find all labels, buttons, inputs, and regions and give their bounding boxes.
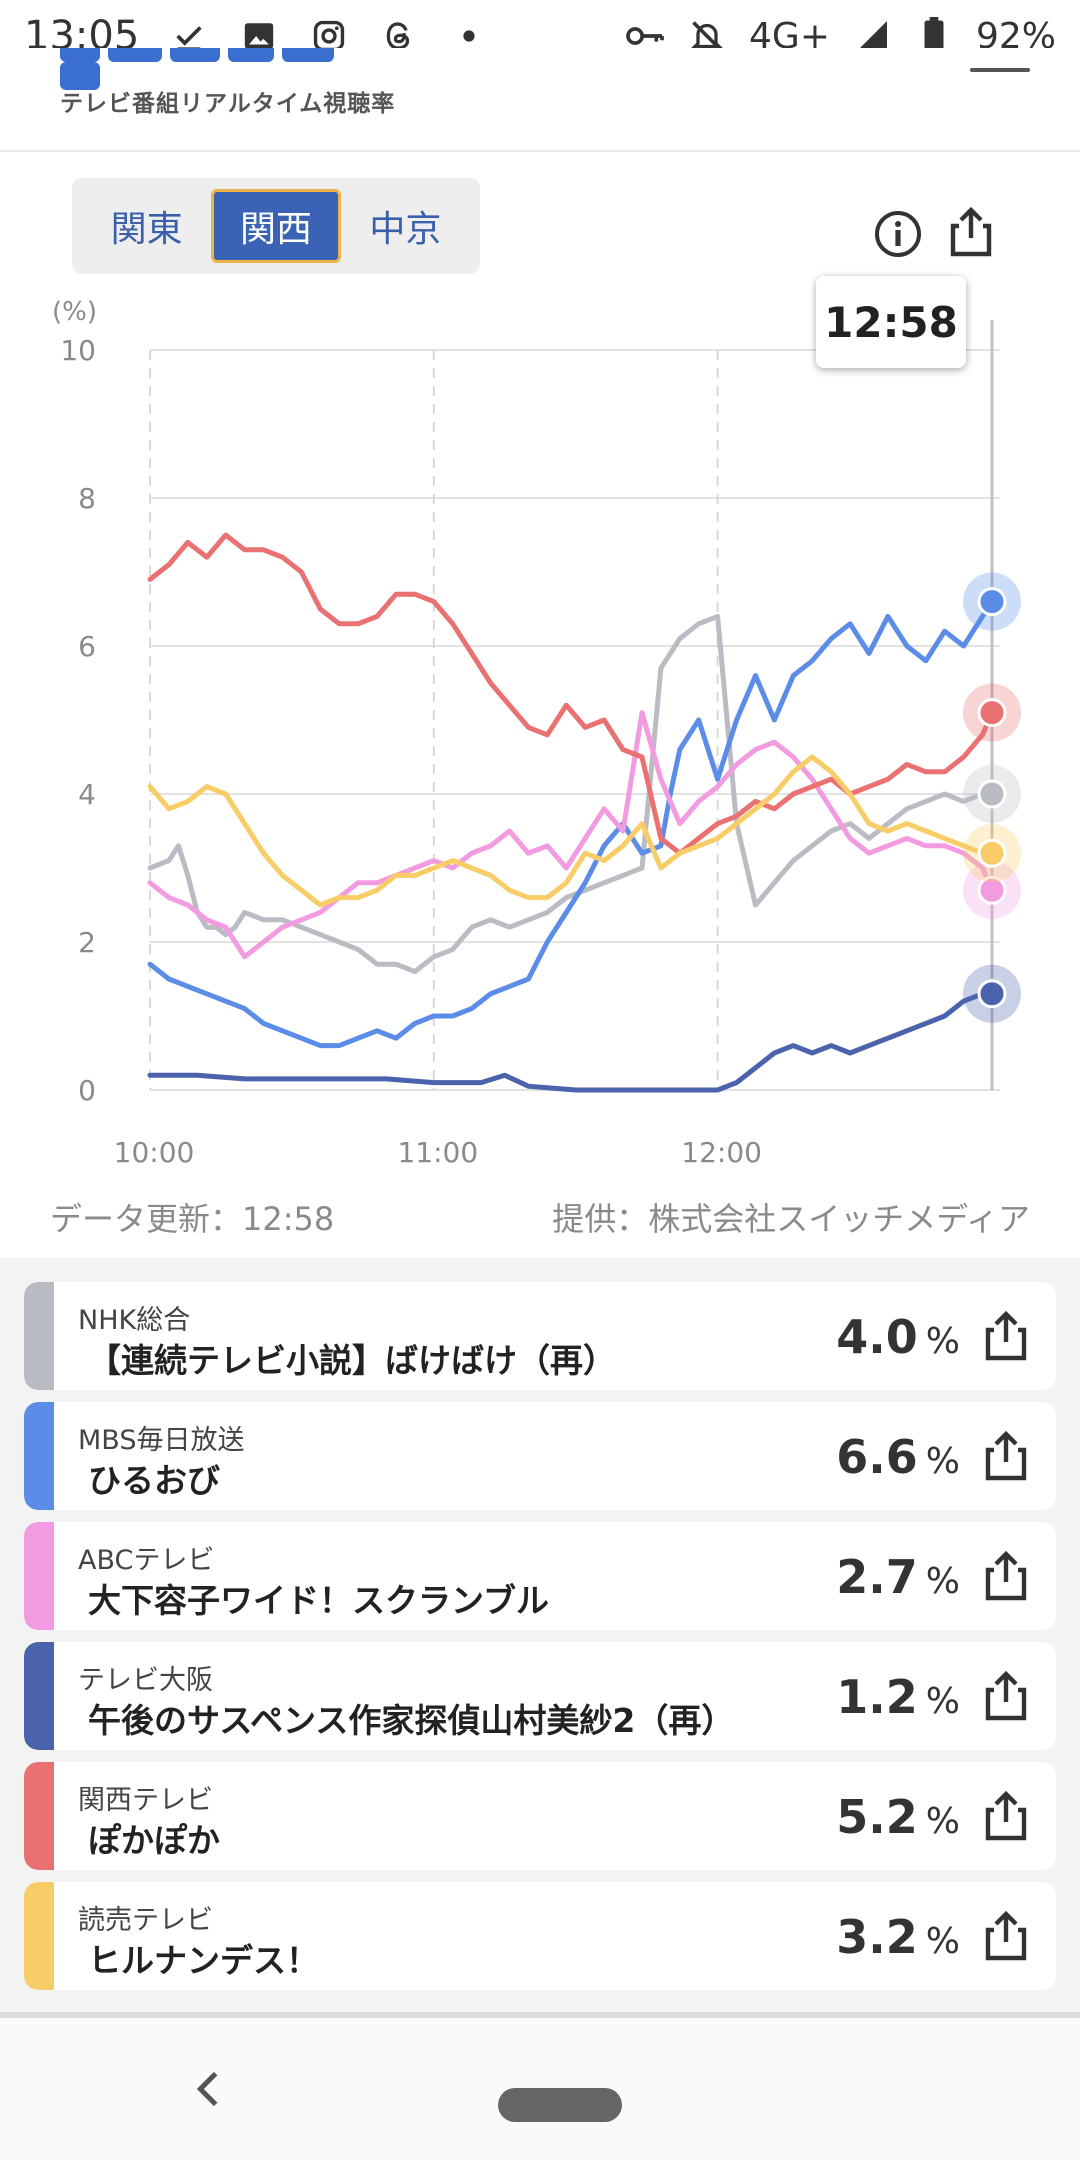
- rating-value: 5.2%: [836, 1790, 960, 1844]
- program-title: ヒルナンデス！: [88, 1941, 319, 1980]
- chart-svg: 0 2 4 6 8 10 (%) 10:00 11:00 12:00: [52, 297, 1021, 1169]
- channel-name: 関西テレビ: [78, 1785, 213, 1816]
- share-icon[interactable]: [946, 206, 996, 258]
- series-end-point: [977, 875, 1007, 905]
- y-tick-label: 6: [78, 630, 96, 663]
- key-icon: [625, 16, 665, 56]
- chart-footer: データ更新：12:58 提供：株式会社スイッチメディア: [0, 1186, 1080, 1246]
- series-line-3: [147, 991, 995, 1093]
- rating-value: 1.2%: [836, 1670, 960, 1724]
- channel-name: ABCテレビ: [78, 1545, 215, 1576]
- tab-kansai[interactable]: 関西: [211, 189, 341, 263]
- rating-chart: 0 2 4 6 8 10 (%) 10:00 11:00 12:00: [0, 280, 1080, 1180]
- tab-kanto[interactable]: 関東: [110, 209, 183, 250]
- channel-color-bar: [24, 1282, 54, 1390]
- share-icon[interactable]: [980, 1790, 1032, 1842]
- tab-chukyo[interactable]: 中京: [369, 209, 442, 250]
- provider-label: 提供：株式会社スイッチメディア: [552, 1200, 1030, 1238]
- channel-card[interactable]: NHK総合 【連続テレビ小説】ばけばけ（再） 4.0%: [24, 1282, 1056, 1390]
- y-tick-label: 0: [78, 1074, 96, 1107]
- channel-card[interactable]: ABCテレビ 大下容子ワイド！スクランブル 2.7%: [24, 1522, 1056, 1630]
- back-icon[interactable]: [190, 2066, 226, 2112]
- series-line-0: [147, 613, 995, 975]
- x-tick-label: 11:00: [397, 1136, 478, 1169]
- series-line-5: [147, 754, 995, 908]
- share-icon[interactable]: [980, 1430, 1032, 1482]
- rating-value: 6.6%: [836, 1430, 960, 1484]
- program-title: 【連続テレビ小説】ばけばけ（再）: [88, 1341, 616, 1380]
- program-title: ぽかぽか: [88, 1821, 220, 1860]
- channel-card[interactable]: テレビ大阪 午後のサスペンス作家探偵山村美紗2（再） 1.2%: [24, 1642, 1056, 1750]
- time-tooltip: 12:58: [816, 276, 966, 368]
- app-header: テレビ番組リアルタイム視聴率: [0, 48, 1080, 152]
- channel-color-bar: [24, 1522, 54, 1630]
- updated-label: データ更新：12:58: [50, 1200, 335, 1238]
- channel-name: MBS毎日放送: [78, 1425, 245, 1456]
- channel-color-bar: [24, 1642, 54, 1750]
- x-tick-label: 12:00: [681, 1136, 762, 1169]
- channel-card[interactable]: 読売テレビ ヒルナンデス！ 3.2%: [24, 1882, 1056, 1990]
- channel-name: NHK総合: [78, 1305, 191, 1336]
- series-line-2: [147, 710, 995, 960]
- channel-card[interactable]: MBS毎日放送 ひるおび 6.6%: [24, 1402, 1056, 1510]
- y-axis-label: (%): [52, 297, 97, 327]
- logo-subtitle: テレビ番組リアルタイム視聴率: [60, 91, 396, 117]
- home-pill[interactable]: [498, 2088, 622, 2122]
- series-end-point: [977, 587, 1007, 617]
- channel-name: テレビ大阪: [78, 1665, 213, 1696]
- y-tick-label: 8: [78, 482, 96, 515]
- channel-color-bar: [24, 1882, 54, 1990]
- share-icon[interactable]: [980, 1670, 1032, 1722]
- series-line-1: [147, 599, 995, 1049]
- series-end-point: [977, 838, 1007, 868]
- channel-card[interactable]: 関西テレビ ぽかぽか 5.2%: [24, 1762, 1056, 1870]
- bottom-divider: [0, 2012, 1080, 2018]
- logo[interactable]: [60, 48, 380, 90]
- series-end-point: [977, 979, 1007, 1009]
- image-icon: [239, 16, 279, 56]
- share-icon[interactable]: [980, 1310, 1032, 1362]
- info-icon[interactable]: [874, 210, 922, 258]
- y-tick-label: 4: [78, 778, 96, 811]
- share-icon[interactable]: [980, 1910, 1032, 1962]
- program-title: ひるおび: [88, 1461, 220, 1500]
- threads-icon: [379, 16, 419, 56]
- share-icon[interactable]: [980, 1550, 1032, 1602]
- series-end-point: [977, 698, 1007, 728]
- dot-icon: [449, 16, 489, 56]
- series-end-point: [977, 779, 1007, 809]
- channel-name: 読売テレビ: [78, 1905, 213, 1936]
- menu-icon[interactable]: [970, 68, 1030, 72]
- rating-value: 2.7%: [836, 1550, 960, 1604]
- program-title: 大下容子ワイド！スクランブル: [88, 1581, 550, 1620]
- y-tick-label: 10: [60, 334, 96, 367]
- signal-icon: [852, 16, 892, 56]
- region-tabs: 関東 関西 中京: [72, 178, 480, 274]
- channel-list: NHK総合 【連続テレビ小説】ばけばけ（再） 4.0% MBS毎日放送 ひるおび…: [24, 1282, 1056, 2002]
- channel-color-bar: [24, 1402, 54, 1510]
- system-nav-bar: [0, 2018, 1080, 2160]
- rating-value: 4.0%: [836, 1310, 960, 1364]
- rating-value: 3.2%: [836, 1910, 960, 1964]
- channel-color-bar: [24, 1762, 54, 1870]
- battery-icon: [914, 16, 954, 56]
- program-title: 午後のサスペンス作家探偵山村美紗2（再）: [88, 1701, 735, 1740]
- x-tick-label: 10:00: [114, 1136, 195, 1169]
- series-line-4: [147, 532, 995, 856]
- y-tick-label: 2: [78, 926, 96, 959]
